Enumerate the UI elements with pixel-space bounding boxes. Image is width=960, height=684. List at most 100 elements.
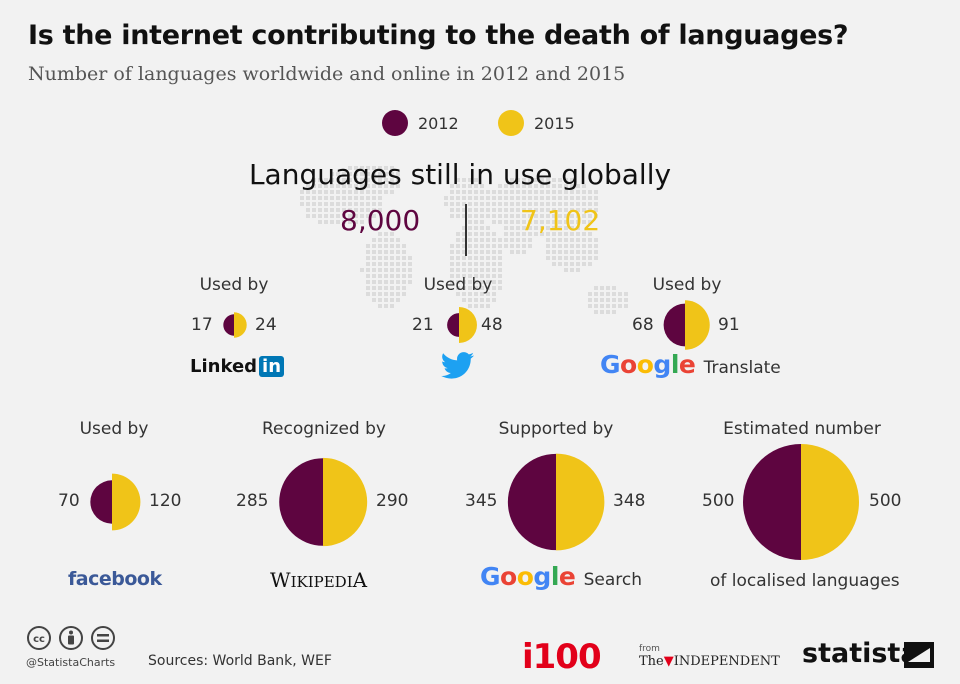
map-dot xyxy=(564,178,568,182)
map-dot xyxy=(342,178,346,182)
map-dot xyxy=(378,298,382,302)
map-dot xyxy=(576,208,580,212)
map-dot xyxy=(348,202,352,206)
map-dot xyxy=(360,202,364,206)
map-dot xyxy=(378,172,382,176)
map-dot xyxy=(468,184,472,188)
map-dot xyxy=(564,196,568,200)
map-dot xyxy=(594,244,598,248)
map-dot xyxy=(480,250,484,254)
map-dot xyxy=(402,262,406,266)
map-dot xyxy=(306,196,310,200)
map-dot xyxy=(306,202,310,206)
map-dot xyxy=(354,178,358,182)
map-dot xyxy=(546,232,550,236)
map-dot xyxy=(408,262,412,266)
map-dot xyxy=(582,202,586,206)
map-dot xyxy=(354,220,358,224)
map-dot xyxy=(408,274,412,278)
map-dot xyxy=(366,274,370,278)
map-dot xyxy=(462,196,466,200)
map-dot xyxy=(378,280,382,284)
map-dot xyxy=(348,190,352,194)
map-dot xyxy=(570,256,574,260)
linkedin-logo-in: in xyxy=(259,356,285,377)
map-dot xyxy=(534,226,538,230)
map-dot xyxy=(480,304,484,308)
facebook-logo: facebook xyxy=(68,568,162,590)
map-dot xyxy=(450,262,454,266)
map-dot xyxy=(366,166,370,170)
map-dot xyxy=(558,256,562,260)
map-dot xyxy=(528,208,532,212)
map-dot xyxy=(492,238,496,242)
map-dot xyxy=(600,292,604,296)
legend-label-2015: 2015 xyxy=(534,113,575,133)
map-dot xyxy=(486,208,490,212)
map-dot xyxy=(456,280,460,284)
map-dot xyxy=(462,184,466,188)
map-dot xyxy=(348,178,352,182)
map-dot xyxy=(504,220,508,224)
map-dot xyxy=(366,190,370,194)
map-dot xyxy=(456,208,460,212)
map-dot xyxy=(318,220,322,224)
map-dot xyxy=(384,280,388,284)
google-wordmark-search: Google xyxy=(480,562,576,591)
map-dot xyxy=(612,310,616,314)
value-2015-google-translate: 91 xyxy=(718,315,740,335)
map-dot xyxy=(330,190,334,194)
map-dot xyxy=(384,178,388,182)
map-dot xyxy=(378,262,382,266)
map-dot xyxy=(372,250,376,254)
map-dot xyxy=(564,214,568,218)
map-dot xyxy=(324,214,328,218)
map-dot xyxy=(462,232,466,236)
map-dot xyxy=(480,196,484,200)
map-dot xyxy=(384,184,388,188)
map-dot xyxy=(342,172,346,176)
map-dot xyxy=(474,184,478,188)
map-dot xyxy=(534,208,538,212)
map-dot xyxy=(408,268,412,272)
map-dot xyxy=(576,250,580,254)
map-dot xyxy=(396,238,400,242)
map-dot xyxy=(588,304,592,308)
map-dot xyxy=(516,196,520,200)
map-dot xyxy=(492,286,496,290)
pie-half-2015-google-translate xyxy=(685,300,710,350)
map-dot xyxy=(336,172,340,176)
map-dot xyxy=(402,244,406,248)
map-dot xyxy=(546,202,550,206)
map-dot xyxy=(516,250,520,254)
map-dot xyxy=(348,166,352,170)
map-dot xyxy=(540,178,544,182)
map-dot xyxy=(360,166,364,170)
map-dot xyxy=(366,178,370,182)
map-dot xyxy=(396,262,400,266)
localised-languages-label: of localised languages xyxy=(710,571,900,591)
map-dot xyxy=(384,256,388,260)
map-dot xyxy=(498,274,502,278)
map-dot xyxy=(306,190,310,194)
map-dot xyxy=(468,268,472,272)
map-dot xyxy=(372,280,376,284)
map-dot xyxy=(462,244,466,248)
value-2012-google-search: 345 xyxy=(465,491,498,511)
map-dot xyxy=(540,208,544,212)
map-dot xyxy=(582,262,586,266)
map-dot xyxy=(540,202,544,206)
wikipedia-w: W xyxy=(270,568,291,592)
map-dot xyxy=(378,286,382,290)
map-dot xyxy=(576,256,580,260)
map-dot xyxy=(480,262,484,266)
map-dot xyxy=(504,202,508,206)
map-dot xyxy=(606,286,610,290)
map-dot xyxy=(330,214,334,218)
map-dot xyxy=(360,220,364,224)
map-dot xyxy=(360,268,364,272)
map-dot xyxy=(348,184,352,188)
map-dot xyxy=(540,184,544,188)
map-dot xyxy=(372,172,376,176)
map-dot xyxy=(300,202,304,206)
